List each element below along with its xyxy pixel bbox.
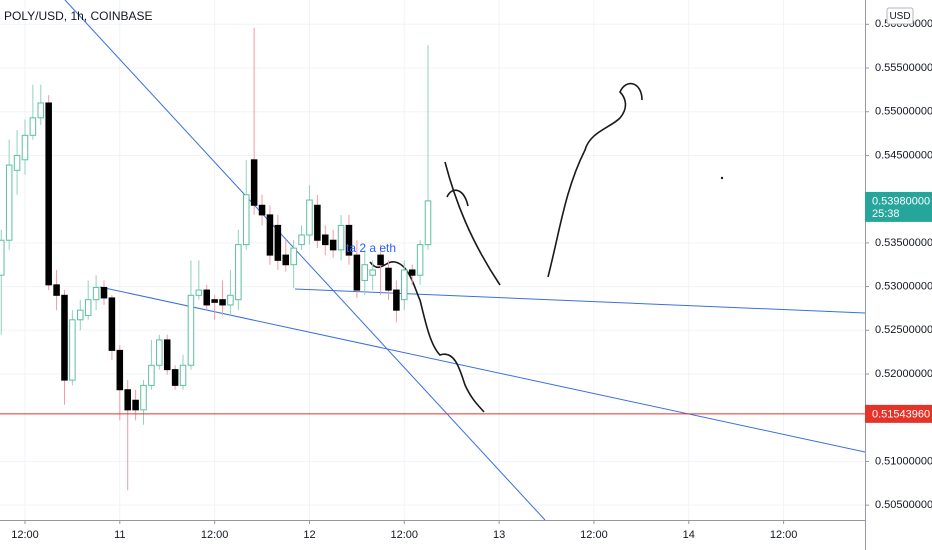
x-tick-label: 14 [683,529,695,541]
annotation: ta 2 a eth [346,241,396,255]
x-tick-label: 12:00 [201,529,229,541]
candle-body [21,134,29,161]
candle-body [5,164,13,241]
candle-body [132,399,139,411]
y-tick-label: 0.53500000 [875,237,932,249]
freehand [369,261,485,413]
x-tick-label: 13 [493,529,505,541]
candle-body [298,234,305,246]
candle-body [306,199,313,236]
candles [0,27,432,491]
candle-body [37,102,45,119]
candle-body [353,254,361,291]
y-tick-label: 0.55500000 [875,62,932,74]
candle-body [235,244,242,301]
candle-body [148,364,155,386]
candle-body [156,339,163,366]
candle-body [242,194,250,246]
candle-body [258,204,266,216]
candle-body [92,286,100,301]
candle-body [401,269,408,301]
price-line-label-box [865,404,932,423]
x-tick-label: 12:00 [11,529,39,541]
y-tick-label: 0.53000000 [875,280,932,292]
candle-body [13,154,21,171]
candle-body [250,159,258,206]
candle-body [416,244,424,276]
candle-body [369,269,376,276]
candle-body [314,204,321,241]
x-tick-label: 12:00 [580,529,608,541]
candle-body [124,389,131,411]
y-tick-label: 0.54500000 [875,149,932,161]
candle-body [424,200,432,246]
candle-body [163,339,171,371]
price-line-label: 0.51543960 [872,408,930,420]
chart-title: POLY/USD, 1h, COINBASE [4,9,153,23]
y-tick-label: 0.55000000 [875,106,932,118]
y-tick-label: 0.52000000 [875,368,932,380]
candle-body [408,269,416,276]
last-price-box [865,191,932,222]
candle-body [227,294,234,306]
y-tick-label: 0.52500000 [875,324,932,336]
freehand [547,82,643,278]
currency[interactable]: USD [889,11,910,22]
x-tick-label: 12:00 [770,529,798,541]
candle-body [53,284,60,296]
trend-line [99,286,865,453]
x-tick-label: 11 [114,529,125,541]
candle-body [45,102,52,286]
currency-box[interactable] [886,7,914,25]
candle-body [219,299,226,306]
x-tick-label: 12:00 [391,529,419,541]
last-price-label: 0.53980000 [872,195,930,207]
candle-body [211,299,218,303]
candle-body [61,294,68,381]
candle-body [321,234,329,246]
candle-body [29,117,37,136]
candle-body [337,224,345,251]
freehand [446,189,469,207]
candle-body [393,289,400,311]
grid [0,0,865,520]
candle-body [290,247,297,266]
candle-body [100,286,108,299]
candle-body [179,364,187,386]
candle-body [140,384,147,411]
candle-body [84,299,92,316]
candle-body [385,267,392,291]
candle-body [274,224,282,261]
x-tick-label: 12 [303,529,315,541]
candle-body [329,239,337,251]
axes: 0.560000000.555000000.550000000.54500000… [11,18,932,541]
trend-line [64,0,546,520]
candle-body [195,289,203,296]
candle-body [116,349,124,391]
drawings [64,0,865,520]
dot [720,176,724,180]
candle-body [77,309,84,321]
candle-body [171,369,179,386]
candle-body [266,214,274,256]
trend-line [294,288,865,314]
countdown: 25:38 [872,208,900,220]
y-tick-label: 0.51000000 [875,455,932,467]
candle-body [345,224,353,256]
candle-body [108,297,116,351]
candle-body [0,239,5,276]
candle-body [377,254,384,266]
candle-body [282,254,290,266]
candle-body [69,319,76,381]
candle-body [187,294,195,366]
candle-body [203,289,210,306]
freehand [444,161,501,286]
y-tick-label: 0.50500000 [875,499,932,511]
candle-body [361,264,369,281]
